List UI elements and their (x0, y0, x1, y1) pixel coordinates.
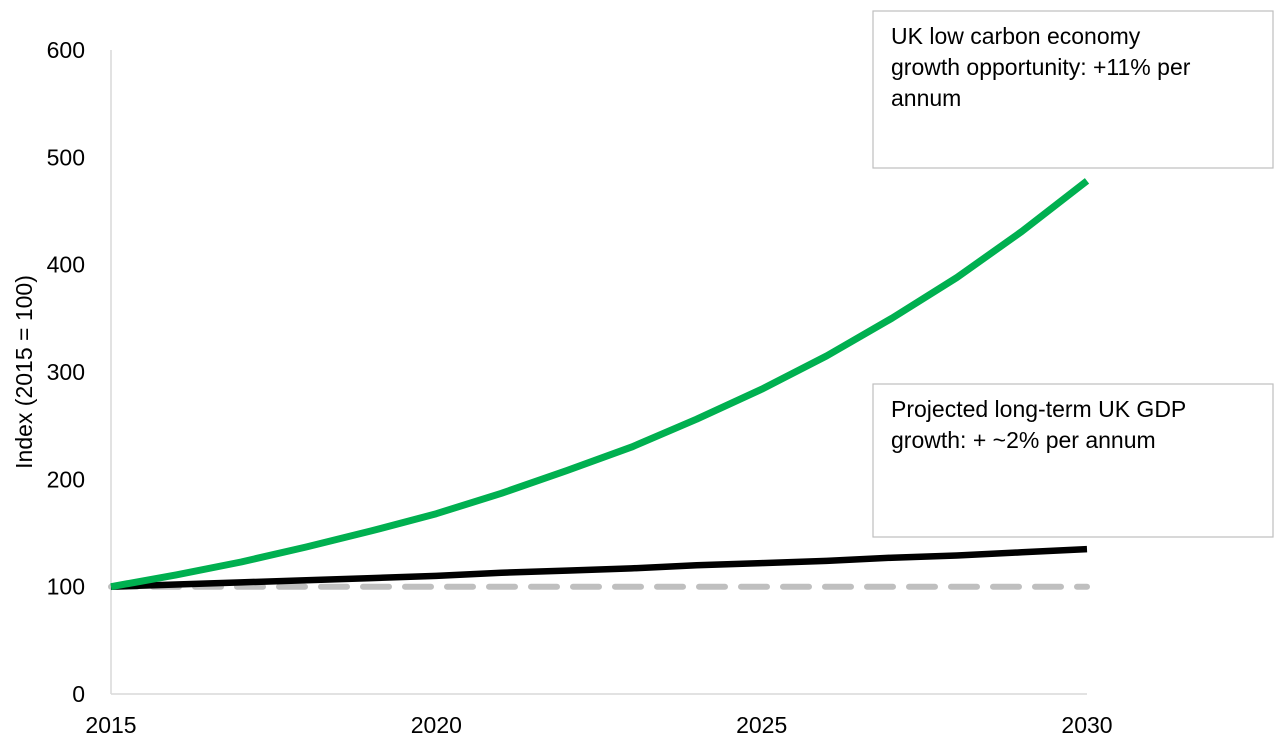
x-tick-label: 2015 (85, 712, 136, 738)
y-tick-label: 500 (47, 144, 85, 170)
y-tick-label: 0 (72, 681, 85, 707)
y-axis-label: Index (2015 = 100) (11, 275, 37, 469)
annotation-gdp: Projected long-term UK GDP growth: + ~2%… (872, 383, 1274, 538)
annotation-box-low-carbon (872, 10, 1274, 169)
annotation-low-carbon-line-1: UK low carbon economy (891, 23, 1141, 49)
y-tick-labels: 0 100 200 300 400 500 600 (47, 37, 85, 707)
y-tick-label: 100 (47, 574, 85, 600)
y-tick-label: 200 (47, 466, 85, 492)
annotation-low-carbon-line-3: annum (891, 85, 961, 111)
annotation-low-carbon: UK low carbon economy growth opportunity… (872, 10, 1274, 169)
x-tick-label: 2020 (411, 712, 462, 738)
y-tick-label: 600 (47, 37, 85, 63)
series-line-gdp (110, 545, 1088, 590)
y-tick-label: 400 (47, 252, 85, 278)
x-tick-label: 2025 (736, 712, 787, 738)
annotation-gdp-line-1: Projected long-term UK GDP (891, 396, 1186, 422)
series-line-low-carbon (110, 178, 1090, 591)
series-layer (108, 178, 1090, 591)
x-tick-labels: 2015 2020 2025 2030 (85, 712, 1112, 738)
x-tick-label: 2030 (1061, 712, 1112, 738)
annotation-low-carbon-line-2: growth opportunity: +11% per (891, 54, 1191, 80)
annotation-box-gdp (872, 383, 1274, 538)
y-tick-label: 300 (47, 359, 85, 385)
annotation-gdp-line-2: growth: + ~2% per annum (891, 427, 1156, 453)
